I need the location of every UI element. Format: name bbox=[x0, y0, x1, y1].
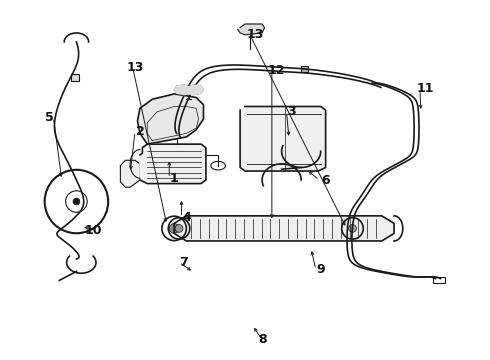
Polygon shape bbox=[140, 144, 206, 184]
Text: 1: 1 bbox=[170, 172, 178, 185]
Circle shape bbox=[175, 225, 183, 232]
Polygon shape bbox=[174, 216, 394, 241]
Text: 11: 11 bbox=[417, 82, 435, 95]
Polygon shape bbox=[174, 85, 203, 95]
Text: 3: 3 bbox=[287, 105, 296, 118]
Bar bbox=[71, 74, 79, 81]
Polygon shape bbox=[238, 24, 265, 35]
Bar bbox=[433, 277, 445, 283]
Circle shape bbox=[348, 225, 356, 232]
Text: 13: 13 bbox=[246, 28, 264, 41]
Polygon shape bbox=[121, 160, 140, 187]
Text: 6: 6 bbox=[321, 174, 330, 186]
Text: 4: 4 bbox=[182, 211, 191, 224]
Bar bbox=[301, 66, 308, 72]
Text: 8: 8 bbox=[258, 333, 267, 346]
Text: 9: 9 bbox=[317, 263, 325, 276]
Text: 13: 13 bbox=[126, 60, 144, 73]
Circle shape bbox=[73, 198, 80, 205]
Text: 10: 10 bbox=[85, 224, 102, 237]
Text: 5: 5 bbox=[45, 111, 54, 124]
Circle shape bbox=[169, 224, 179, 233]
Text: 7: 7 bbox=[179, 256, 188, 269]
Text: 12: 12 bbox=[268, 64, 286, 77]
Text: 2: 2 bbox=[136, 125, 145, 138]
Polygon shape bbox=[240, 107, 326, 171]
Polygon shape bbox=[138, 94, 203, 144]
